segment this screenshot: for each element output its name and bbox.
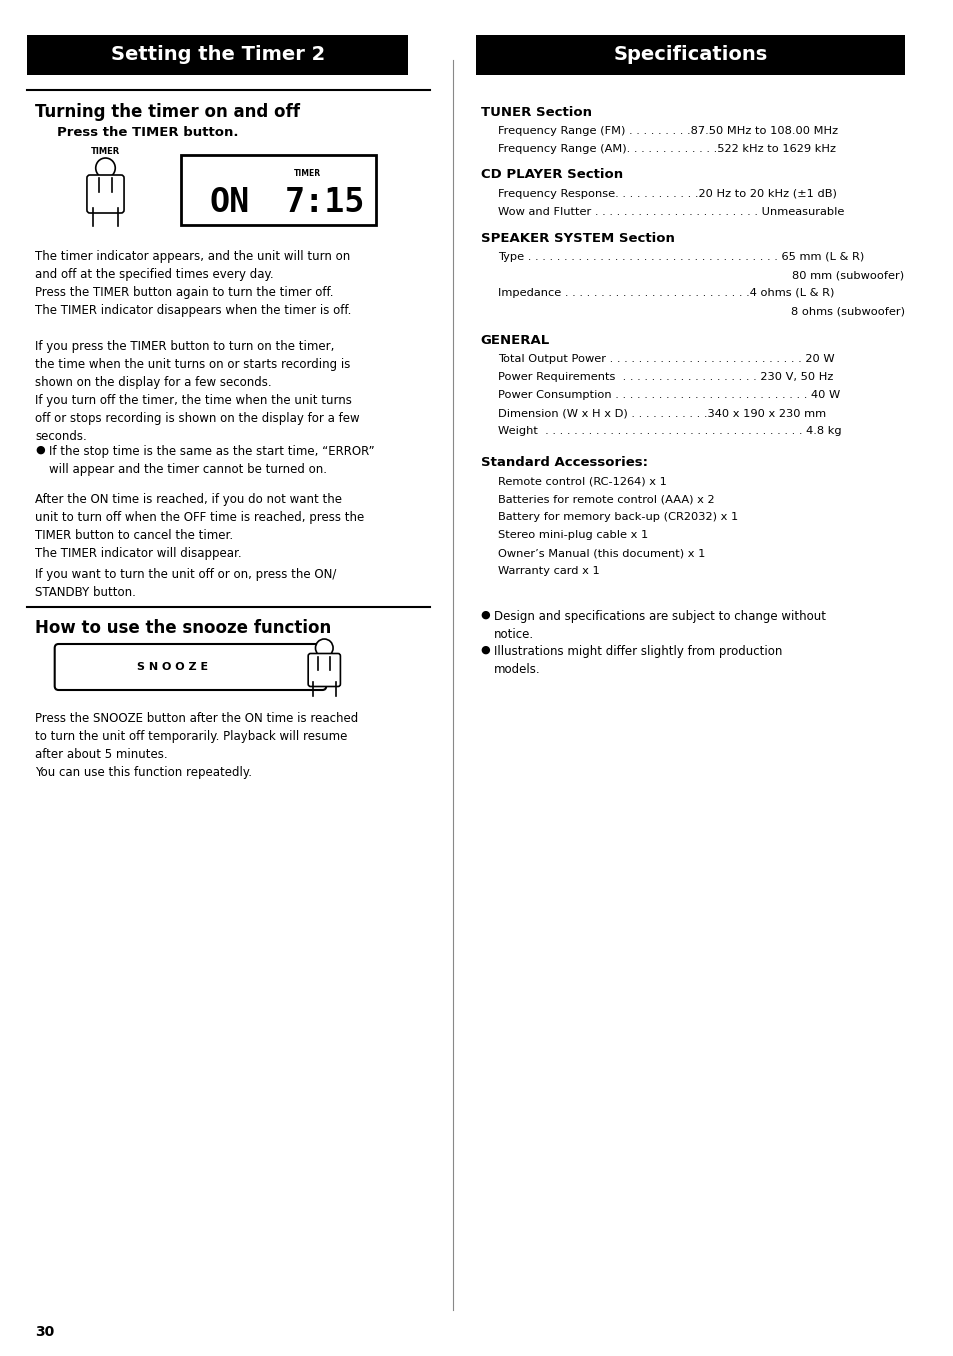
Text: Setting the Timer 2: Setting the Timer 2	[111, 46, 325, 65]
Text: Battery for memory back-up (CR2032) x 1: Battery for memory back-up (CR2032) x 1	[497, 513, 738, 522]
Text: How to use the snooze function: How to use the snooze function	[35, 618, 331, 637]
Text: CD PLAYER Section: CD PLAYER Section	[480, 168, 622, 182]
Text: Impedance . . . . . . . . . . . . . . . . . . . . . . . . . .4 ohms (L & R): Impedance . . . . . . . . . . . . . . . …	[497, 287, 834, 298]
Text: 8 ohms (subwoofer): 8 ohms (subwoofer)	[790, 306, 903, 316]
Text: Stereo mini-plug cable x 1: Stereo mini-plug cable x 1	[497, 530, 648, 540]
Text: Owner’s Manual (this document) x 1: Owner’s Manual (this document) x 1	[497, 548, 705, 559]
Text: Wow and Flutter . . . . . . . . . . . . . . . . . . . . . . . Unmeasurable: Wow and Flutter . . . . . . . . . . . . …	[497, 207, 843, 217]
Text: Type . . . . . . . . . . . . . . . . . . . . . . . . . . . . . . . . . . . 65 mm: Type . . . . . . . . . . . . . . . . . .…	[497, 252, 863, 262]
Text: If you press the TIMER button to turn on the timer,
the time when the unit turns: If you press the TIMER button to turn on…	[35, 340, 359, 443]
Text: Power Requirements  . . . . . . . . . . . . . . . . . . . 230 V, 50 Hz: Power Requirements . . . . . . . . . . .…	[497, 372, 833, 382]
Text: Frequency Range (AM). . . . . . . . . . . . .522 kHz to 1629 kHz: Frequency Range (AM). . . . . . . . . . …	[497, 144, 835, 155]
Text: TIMER: TIMER	[294, 168, 321, 178]
Text: Press the SNOOZE button after the ON time is reached
to turn the unit off tempor: Press the SNOOZE button after the ON tim…	[35, 712, 358, 778]
Text: Power Consumption . . . . . . . . . . . . . . . . . . . . . . . . . . . 40 W: Power Consumption . . . . . . . . . . . …	[497, 391, 840, 400]
Text: ON: ON	[210, 187, 250, 220]
Text: S N O O Z E: S N O O Z E	[137, 662, 209, 673]
FancyBboxPatch shape	[308, 654, 340, 686]
Text: Batteries for remote control (AAA) x 2: Batteries for remote control (AAA) x 2	[497, 494, 714, 504]
FancyBboxPatch shape	[476, 35, 904, 75]
Text: Frequency Range (FM) . . . . . . . . .87.50 MHz to 108.00 MHz: Frequency Range (FM) . . . . . . . . .87…	[497, 126, 838, 136]
Text: Remote control (RC-1264) x 1: Remote control (RC-1264) x 1	[497, 476, 666, 485]
Text: Frequency Response. . . . . . . . . . . .20 Hz to 20 kHz (±1 dB): Frequency Response. . . . . . . . . . . …	[497, 188, 836, 199]
Text: 30: 30	[35, 1325, 54, 1338]
Text: Specifications: Specifications	[613, 46, 767, 65]
Text: Standard Accessories:: Standard Accessories:	[480, 456, 647, 469]
Text: ●: ●	[480, 645, 490, 655]
Text: Press the TIMER button.: Press the TIMER button.	[56, 126, 238, 140]
Text: TUNER Section: TUNER Section	[480, 106, 591, 118]
Text: Design and specifications are subject to change without
notice.: Design and specifications are subject to…	[494, 610, 825, 641]
Text: ●: ●	[480, 610, 490, 620]
Circle shape	[95, 159, 115, 178]
FancyBboxPatch shape	[87, 175, 124, 213]
Text: Illustrations might differ slightly from production
models.: Illustrations might differ slightly from…	[494, 645, 781, 677]
Text: Total Output Power . . . . . . . . . . . . . . . . . . . . . . . . . . . 20 W: Total Output Power . . . . . . . . . . .…	[497, 354, 834, 363]
Bar	[180, 155, 375, 225]
FancyBboxPatch shape	[54, 644, 326, 690]
Circle shape	[315, 639, 333, 658]
Text: 80 mm (subwoofer): 80 mm (subwoofer)	[792, 270, 903, 279]
FancyBboxPatch shape	[28, 35, 408, 75]
Text: Dimension (W x H x D) . . . . . . . . . . .340 x 190 x 230 mm: Dimension (W x H x D) . . . . . . . . . …	[497, 408, 825, 418]
Text: After the ON time is reached, if you do not want the
unit to turn off when the O: After the ON time is reached, if you do …	[35, 494, 364, 560]
Text: TIMER: TIMER	[91, 148, 120, 156]
Text: If the stop time is the same as the start time, “ERROR”
will appear and the time: If the stop time is the same as the star…	[49, 445, 375, 476]
Text: GENERAL: GENERAL	[480, 334, 549, 347]
Text: The timer indicator appears, and the unit will turn on
and off at the specified : The timer indicator appears, and the uni…	[35, 250, 351, 317]
Text: Weight  . . . . . . . . . . . . . . . . . . . . . . . . . . . . . . . . . . . . : Weight . . . . . . . . . . . . . . . . .…	[497, 426, 841, 437]
Text: 7:15: 7:15	[285, 187, 365, 220]
Text: Turning the timer on and off: Turning the timer on and off	[35, 103, 300, 121]
Text: Warranty card x 1: Warranty card x 1	[497, 565, 599, 576]
Text: If you want to turn the unit off or on, press the ON/
STANDBY button.: If you want to turn the unit off or on, …	[35, 568, 336, 599]
Text: ●: ●	[35, 445, 45, 456]
Text: SPEAKER SYSTEM Section: SPEAKER SYSTEM Section	[480, 232, 674, 244]
